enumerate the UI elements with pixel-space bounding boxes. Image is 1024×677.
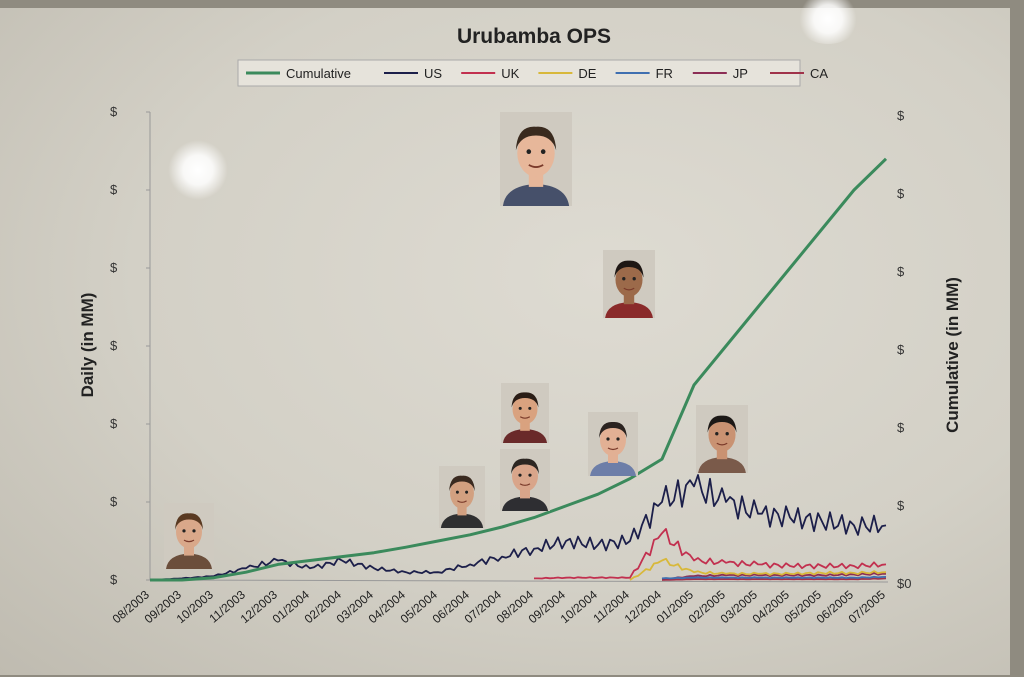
photo-person-2	[500, 112, 572, 206]
y2-axis-title: Cumulative (in MM)	[943, 277, 962, 433]
glare-spot	[796, 0, 860, 44]
right-tick-label: $0	[897, 576, 911, 591]
right-tick-label: $	[897, 420, 905, 435]
left-ticks: $ $ $ $ $ $ $	[110, 104, 150, 587]
portrait-graphic	[500, 112, 572, 206]
portrait-graphic	[588, 412, 638, 476]
photo-person-8	[696, 405, 748, 473]
left-tick-label: $	[110, 104, 118, 119]
left-tick-label: $	[110, 416, 118, 431]
photo-person-3	[603, 250, 655, 318]
legend-label: JP	[733, 66, 748, 81]
portrait-graphic	[696, 405, 748, 473]
photo-person-1	[164, 503, 214, 569]
portrait-graphic	[501, 383, 549, 443]
photo-person-6	[500, 449, 550, 511]
right-tick-label: $	[897, 498, 905, 513]
photo-person-4	[501, 383, 549, 443]
right-ticks: $0 $ $ $ $ $ $	[897, 108, 911, 591]
legend-label: DE	[578, 66, 596, 81]
series-line-uk	[534, 528, 887, 580]
series-line-cumulative	[150, 157, 888, 582]
legend-label: US	[424, 66, 442, 81]
series-line-de	[629, 557, 887, 581]
x-ticks: 08/200309/200310/200311/200312/200301/20…	[110, 587, 888, 626]
right-tick-label: $	[897, 342, 905, 357]
chart-title: Urubamba OPS	[457, 25, 611, 48]
legend: Cumulative US UK DE FR JP CA	[246, 66, 828, 81]
legend-label: UK	[501, 66, 519, 81]
photo-person-7	[588, 412, 638, 476]
x-tick-label: 07/2005	[846, 587, 888, 626]
photo-person-5	[439, 466, 485, 528]
right-tick-label: $	[897, 264, 905, 279]
left-tick-label: $	[110, 182, 118, 197]
series-line-us	[149, 474, 887, 581]
x-axis-line	[149, 579, 889, 583]
series-lines	[149, 157, 888, 582]
y-axis-title: Daily (in MM)	[78, 293, 97, 398]
glare-spot	[168, 140, 228, 200]
left-tick-label: $	[110, 494, 118, 509]
legend-label: FR	[656, 66, 673, 81]
left-tick-label: $	[110, 572, 118, 587]
portrait-graphic	[164, 503, 214, 569]
legend-label: Cumulative	[286, 66, 351, 81]
left-tick-label: $	[110, 338, 118, 353]
right-tick-label: $	[897, 186, 905, 201]
series-line-ca	[661, 577, 887, 581]
portrait-graphic	[500, 449, 550, 511]
series-line-jp	[661, 572, 887, 581]
portrait-graphic	[439, 466, 485, 528]
right-tick-label: $	[897, 108, 905, 123]
legend-label: CA	[810, 66, 828, 81]
series-line-fr	[661, 575, 887, 580]
left-tick-label: $	[110, 260, 118, 275]
portrait-graphic	[603, 250, 655, 318]
